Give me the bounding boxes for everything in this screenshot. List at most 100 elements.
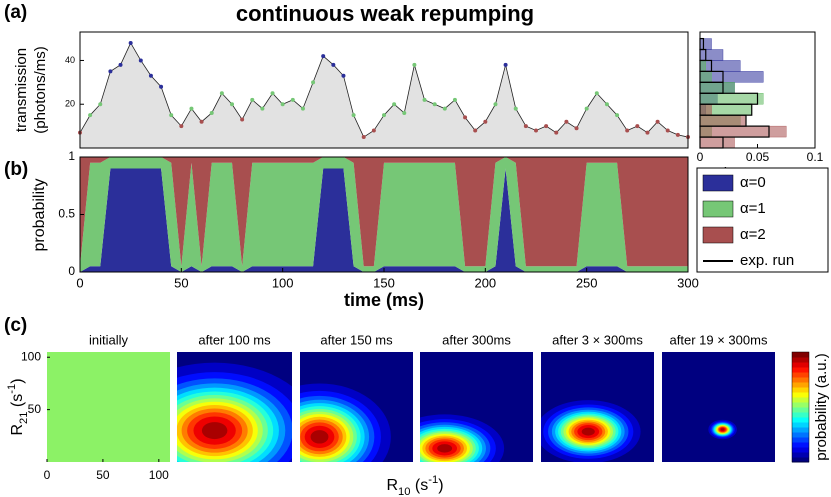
data-point (300, 106, 305, 111)
data-point (219, 91, 224, 96)
y-axis-label: R21 (s-1) (6, 378, 30, 435)
contour-level (437, 444, 453, 453)
data-point (382, 113, 386, 118)
data-point (311, 80, 316, 85)
x-tick-label: 0.05 (746, 150, 770, 164)
x-axis-label: time (ms) (344, 290, 424, 310)
colorbar-cell (792, 397, 809, 403)
data-point (615, 113, 620, 118)
contour-level (581, 427, 595, 436)
heatmap-background (47, 352, 170, 462)
data-point (169, 113, 174, 118)
label-part: ) (438, 477, 443, 494)
heatmap-background (662, 352, 775, 462)
colorbar-cell (792, 357, 809, 363)
data-point (371, 128, 376, 133)
data-point (260, 106, 265, 111)
colorbar-cell (792, 422, 809, 428)
legend-swatch (702, 226, 734, 244)
label-part: (s (410, 477, 428, 494)
panel-label: (a) (4, 2, 27, 23)
label-part: 10 (398, 486, 410, 497)
histogram-bar (699, 136, 735, 149)
legend-label: α=0 (740, 174, 766, 191)
data-point (148, 73, 153, 78)
x-tick-label: 0 (44, 468, 51, 482)
data-point (159, 84, 164, 89)
colorbar-cell (792, 432, 809, 438)
data-point (675, 132, 680, 137)
label-part: R (386, 477, 398, 494)
data-point (392, 102, 397, 107)
label-part: 21 (18, 412, 30, 424)
colorbar-cell (792, 407, 809, 413)
data-point (189, 106, 194, 111)
label-part: R (9, 424, 26, 436)
colorbar-cell (792, 452, 809, 458)
data-point (321, 54, 326, 59)
histogram-bar (699, 60, 706, 72)
panel-title: after 150 ms (320, 332, 393, 347)
histogram-bar (699, 82, 735, 94)
data-point (483, 119, 488, 124)
y-tick-label: 0 (68, 264, 75, 278)
colorbar-cell (792, 372, 809, 378)
colorbar-cell (792, 402, 809, 408)
data-point (209, 110, 214, 115)
data-point (138, 58, 143, 63)
data-point (128, 40, 133, 45)
data-point (513, 106, 518, 111)
area (80, 157, 688, 267)
data-point (645, 130, 650, 135)
data-point (665, 128, 670, 133)
label-part: ) (9, 378, 26, 383)
data-point (574, 126, 579, 131)
data-point (280, 102, 285, 107)
data-point (544, 124, 549, 129)
x-tick-label: 0.1 (807, 150, 824, 164)
data-point (331, 62, 336, 67)
data-point (493, 102, 498, 107)
panel-title: after 100 ms (198, 332, 271, 347)
x-axis-label: R10 (s-1) (386, 474, 443, 497)
line-fill (80, 42, 688, 148)
histogram-bar (699, 114, 747, 127)
data-point (341, 73, 346, 78)
heatmap-contours (177, 362, 292, 462)
area (80, 157, 688, 272)
histogram-bar (699, 38, 712, 50)
colorbar-cell (792, 442, 809, 448)
x-tick-label: 0 (697, 150, 704, 164)
colorbar-cell (792, 362, 809, 368)
histogram-bar (699, 71, 712, 83)
colorbar-cell (792, 457, 809, 463)
x-tick-label: 250 (576, 275, 598, 290)
data-point (422, 97, 427, 102)
x-tick-label: 100 (149, 468, 169, 482)
histogram-bar (699, 125, 787, 138)
contour-level (720, 428, 725, 431)
colorbar-cell (792, 382, 809, 388)
y-tick-label: 50 (28, 402, 42, 416)
panel-label: (c) (4, 315, 27, 336)
data-point (554, 130, 559, 135)
colorbar-frame (791, 351, 810, 463)
data-point (584, 106, 589, 111)
colorbar-cell (792, 427, 809, 433)
legend-label: exp. run (740, 252, 794, 269)
colorbar-cell (792, 412, 809, 418)
colorbar-cell (792, 387, 809, 393)
y-axis-label: transmission (13, 48, 30, 132)
histogram-bar (699, 60, 741, 72)
data-point (351, 113, 356, 118)
panel-title: initially (89, 332, 129, 347)
data-point (199, 119, 204, 124)
label-part: -1 (6, 384, 18, 394)
colorbar-label: probability (a.u.) (813, 353, 830, 461)
x-tick-label: 100 (272, 275, 294, 290)
data-point (361, 135, 366, 140)
data-point (463, 115, 468, 120)
colorbar-cell (792, 417, 809, 423)
x-tick-label: 0 (76, 275, 83, 290)
colorbar-cell (792, 377, 809, 383)
